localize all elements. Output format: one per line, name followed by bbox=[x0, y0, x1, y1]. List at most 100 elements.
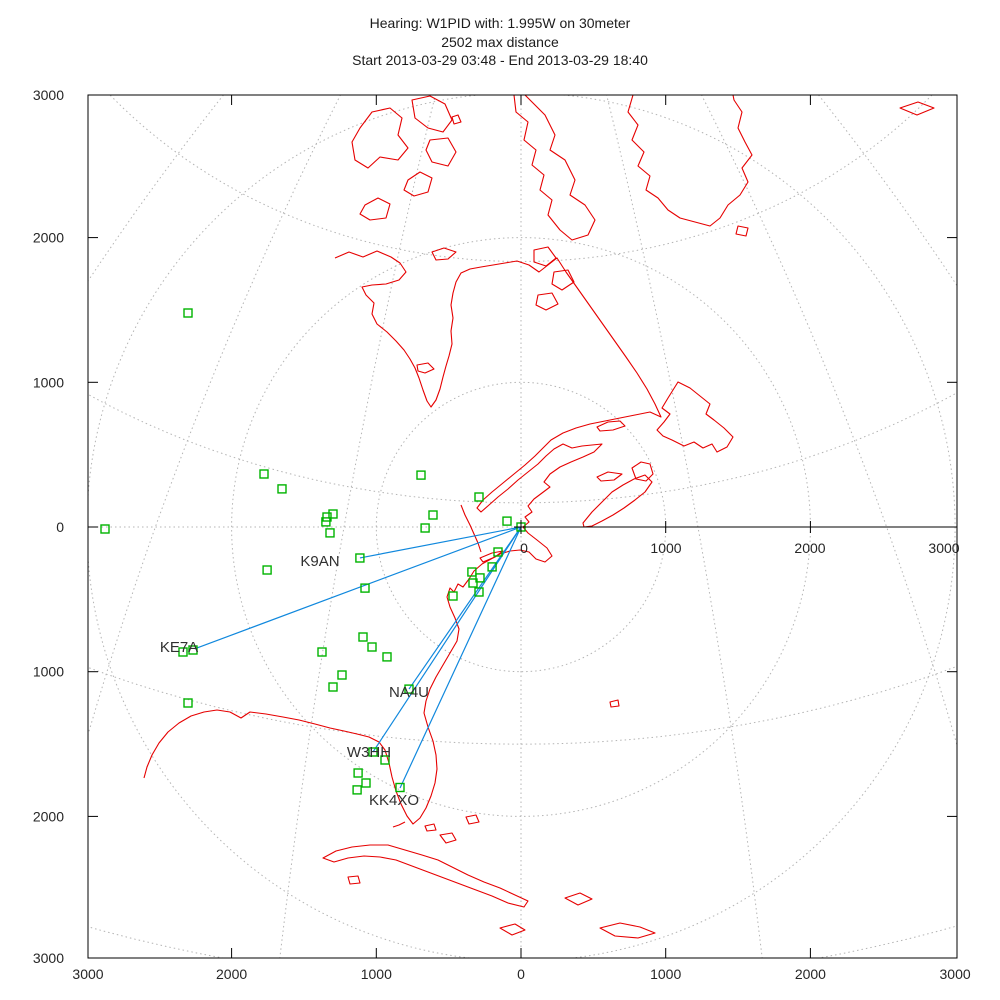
spot-marker bbox=[468, 578, 478, 588]
spot-marker bbox=[262, 565, 272, 575]
x-axis-tick-label: 2000 bbox=[216, 966, 247, 982]
coast-southampton-island bbox=[431, 247, 457, 261]
station-callsign-labels: K9AN KE7A NA4U W3HH KK4XO bbox=[160, 553, 429, 809]
coastline bbox=[143, 95, 935, 939]
spot-marker bbox=[475, 573, 485, 583]
coast-nova-scotia bbox=[582, 474, 653, 528]
coast-cape-breton bbox=[631, 461, 654, 482]
spot-marker bbox=[321, 517, 331, 527]
y-axis-tick-label: 0 bbox=[56, 519, 64, 535]
spot-marker bbox=[361, 778, 371, 788]
spot-marker bbox=[416, 470, 426, 480]
station-label-na4u: NA4U bbox=[389, 684, 429, 701]
spot-marker bbox=[355, 553, 365, 563]
spot-marker bbox=[474, 492, 484, 502]
spot-marker bbox=[317, 647, 327, 657]
spot-marker bbox=[502, 516, 512, 526]
coast-bahamas-3 bbox=[424, 823, 437, 832]
x-axis-tick-label: 2000 bbox=[795, 966, 826, 982]
spot-marker bbox=[380, 755, 390, 765]
spot-marker bbox=[428, 510, 438, 520]
spot-marker bbox=[467, 567, 477, 577]
coast-greenland-se-islet bbox=[735, 225, 749, 237]
spot-marker bbox=[420, 523, 430, 533]
y-axis-tick-label: 1000 bbox=[33, 664, 64, 680]
axis-tick-labels: 3000 2000 1000 0 1000 2000 3000 3000 2000 1000 0 10… bbox=[33, 87, 971, 982]
spot-markers bbox=[100, 308, 512, 795]
spot-marker bbox=[448, 591, 458, 601]
spot-marker bbox=[277, 484, 287, 494]
coast-newfoundland bbox=[656, 381, 734, 453]
coast-long-island bbox=[479, 550, 504, 563]
coast-prince-edward-island bbox=[596, 471, 623, 482]
coast-hudson-river bbox=[460, 504, 482, 553]
spot-marker bbox=[493, 547, 503, 557]
inner-axis-labels: 0 1000 2000 3000 bbox=[520, 540, 960, 556]
coast-jamaica bbox=[499, 923, 526, 936]
x-axis-tick-label: 3000 bbox=[72, 966, 103, 982]
ray-ke7a bbox=[194, 526, 522, 650]
spot-marker bbox=[353, 768, 363, 778]
coast-baffin-island bbox=[513, 95, 596, 241]
coast-arctic-island-3 bbox=[425, 137, 457, 167]
coast-anticosti-island bbox=[596, 420, 626, 432]
plot-border bbox=[87, 94, 958, 959]
spot-marker bbox=[325, 528, 335, 538]
spot-marker bbox=[100, 524, 110, 534]
coast-arctic-island-2 bbox=[411, 95, 453, 133]
station-label-ke7a: KE7A bbox=[160, 639, 198, 656]
spot-marker bbox=[360, 583, 370, 593]
plot-title-line1: Hearing: W1PID with: 1.995W on 30meter bbox=[369, 15, 631, 31]
spot-marker bbox=[328, 682, 338, 692]
inner-distance-axis bbox=[521, 521, 957, 533]
station-label-w3hh: W3HH bbox=[347, 744, 391, 761]
spot-marker bbox=[382, 652, 392, 662]
x-axis-tick-label: 1000 bbox=[361, 966, 392, 982]
spot-marker bbox=[367, 642, 377, 652]
spot-marker bbox=[404, 684, 414, 694]
coast-hispaniola bbox=[599, 922, 656, 939]
station-label-k9an: K9AN bbox=[300, 553, 339, 570]
y-axis-tick-label: 3000 bbox=[33, 950, 64, 966]
y-axis-tick-label: 2000 bbox=[33, 230, 64, 246]
coast-bahamas-4 bbox=[564, 892, 593, 906]
x-axis-tick-label: 0 bbox=[517, 966, 525, 982]
spot-marker bbox=[322, 512, 332, 522]
coast-bahamas-2 bbox=[465, 814, 480, 825]
coast-arctic-island-5 bbox=[359, 197, 391, 221]
inner-axis-tick-label: 0 bbox=[520, 540, 528, 556]
coast-florida-keys bbox=[392, 821, 406, 828]
x-axis-tick-label: 3000 bbox=[940, 966, 971, 982]
coast-hudson-strait-island-2 bbox=[551, 269, 575, 291]
plot-title-block: Hearing: W1PID with: 1.995W on 30meter 2… bbox=[0, 14, 1000, 70]
spot-marker bbox=[358, 632, 368, 642]
spot-marker bbox=[328, 509, 338, 519]
inner-axis-tick-label: 3000 bbox=[928, 540, 959, 556]
coast-mainland-north-america bbox=[143, 250, 662, 825]
spot-marker bbox=[474, 587, 484, 597]
y-axis-tick-label: 2000 bbox=[33, 808, 64, 824]
coast-greenland bbox=[627, 95, 753, 227]
coast-bahamas-1 bbox=[439, 832, 457, 844]
coast-arctic-island-4 bbox=[403, 171, 433, 197]
coast-cuba bbox=[322, 844, 529, 908]
spot-marker bbox=[368, 747, 378, 757]
spot-marker bbox=[259, 469, 269, 479]
x-axis-tick-label: 1000 bbox=[650, 966, 681, 982]
coast-arctic-islet bbox=[451, 114, 462, 125]
spot-marker bbox=[188, 645, 198, 655]
ray-na4u bbox=[408, 526, 522, 690]
ray-k9an bbox=[359, 526, 522, 559]
ray-w3hh bbox=[372, 526, 522, 753]
spot-marker bbox=[352, 785, 362, 795]
coast-bermuda bbox=[609, 699, 620, 708]
coast-hudson-bay-islet bbox=[416, 362, 435, 374]
inner-axis-tick-label: 1000 bbox=[650, 540, 681, 556]
inner-axis-tick-label: 2000 bbox=[794, 540, 825, 556]
y-axis-tick-label: 3000 bbox=[33, 87, 64, 103]
spot-marker bbox=[183, 698, 193, 708]
coast-isle-of-youth bbox=[347, 875, 361, 885]
spot-marker bbox=[183, 308, 193, 318]
spot-marker bbox=[395, 782, 405, 793]
